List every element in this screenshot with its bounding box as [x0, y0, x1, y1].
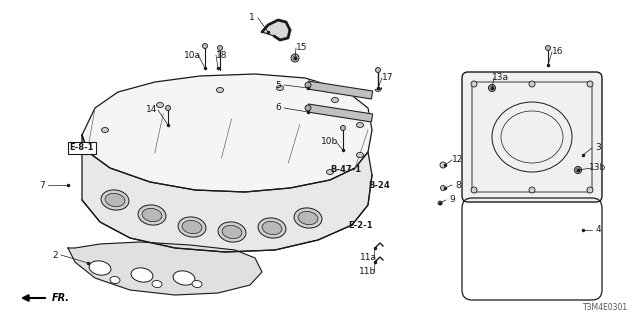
- Ellipse shape: [305, 105, 311, 111]
- Ellipse shape: [293, 56, 297, 60]
- Text: 3: 3: [595, 143, 601, 153]
- Ellipse shape: [157, 102, 163, 108]
- Text: FR.: FR.: [52, 293, 70, 303]
- Text: 9: 9: [449, 196, 455, 204]
- Ellipse shape: [471, 81, 477, 87]
- Ellipse shape: [166, 106, 170, 110]
- Ellipse shape: [294, 208, 322, 228]
- Text: 1: 1: [249, 13, 255, 22]
- Polygon shape: [262, 20, 290, 40]
- Polygon shape: [375, 88, 381, 92]
- Ellipse shape: [138, 205, 166, 225]
- Text: 16: 16: [552, 47, 564, 57]
- Ellipse shape: [471, 187, 477, 193]
- Ellipse shape: [298, 212, 318, 225]
- Ellipse shape: [102, 127, 109, 132]
- Text: 15: 15: [296, 44, 308, 52]
- Text: 6: 6: [275, 103, 281, 113]
- Ellipse shape: [529, 81, 535, 87]
- Text: 17: 17: [382, 74, 394, 83]
- Ellipse shape: [326, 170, 333, 174]
- Ellipse shape: [101, 190, 129, 210]
- Text: 10a: 10a: [184, 51, 200, 60]
- Ellipse shape: [587, 187, 593, 193]
- Ellipse shape: [575, 166, 582, 173]
- Text: E-8-1: E-8-1: [70, 143, 94, 153]
- Ellipse shape: [218, 222, 246, 242]
- Text: 7: 7: [39, 180, 45, 189]
- Polygon shape: [68, 242, 262, 295]
- Ellipse shape: [216, 87, 223, 92]
- Ellipse shape: [192, 280, 202, 288]
- Text: 11a: 11a: [360, 253, 376, 262]
- Polygon shape: [307, 104, 372, 122]
- Ellipse shape: [438, 201, 442, 205]
- Ellipse shape: [182, 220, 202, 234]
- Ellipse shape: [376, 68, 381, 73]
- Ellipse shape: [356, 153, 364, 157]
- Text: B-24: B-24: [368, 180, 390, 189]
- Text: 13a: 13a: [492, 74, 509, 83]
- Ellipse shape: [110, 276, 120, 284]
- Ellipse shape: [222, 225, 242, 239]
- Text: 14: 14: [147, 106, 157, 115]
- Ellipse shape: [488, 84, 495, 92]
- Ellipse shape: [258, 218, 286, 238]
- Ellipse shape: [218, 45, 223, 51]
- Text: 18: 18: [216, 51, 228, 60]
- Ellipse shape: [356, 123, 364, 127]
- Ellipse shape: [340, 125, 346, 131]
- Polygon shape: [82, 135, 372, 252]
- Text: 8: 8: [455, 180, 461, 189]
- Ellipse shape: [440, 186, 445, 190]
- Text: 5: 5: [275, 81, 281, 90]
- Ellipse shape: [490, 86, 494, 90]
- Text: 12: 12: [452, 156, 464, 164]
- Ellipse shape: [142, 208, 162, 221]
- Text: E-2-1: E-2-1: [348, 220, 372, 229]
- Ellipse shape: [545, 45, 550, 51]
- Text: 13b: 13b: [589, 164, 607, 172]
- Ellipse shape: [291, 54, 299, 62]
- Ellipse shape: [262, 221, 282, 235]
- Ellipse shape: [173, 271, 195, 285]
- Text: 4: 4: [595, 226, 601, 235]
- Ellipse shape: [440, 162, 446, 168]
- Ellipse shape: [529, 187, 535, 193]
- Ellipse shape: [152, 280, 162, 288]
- Ellipse shape: [332, 98, 339, 102]
- Ellipse shape: [305, 82, 311, 88]
- Polygon shape: [82, 74, 372, 192]
- Ellipse shape: [131, 268, 153, 282]
- Ellipse shape: [576, 168, 580, 172]
- Text: B-47-1: B-47-1: [330, 165, 361, 174]
- Ellipse shape: [587, 81, 593, 87]
- Text: 2: 2: [52, 251, 58, 260]
- Text: 10b: 10b: [321, 138, 339, 147]
- Ellipse shape: [178, 217, 206, 237]
- Ellipse shape: [89, 261, 111, 275]
- Text: 11b: 11b: [360, 268, 376, 276]
- Text: T3M4E0301: T3M4E0301: [583, 303, 628, 312]
- Ellipse shape: [202, 44, 207, 49]
- Ellipse shape: [276, 85, 284, 91]
- Ellipse shape: [105, 193, 125, 207]
- FancyBboxPatch shape: [462, 72, 602, 202]
- Polygon shape: [307, 81, 372, 99]
